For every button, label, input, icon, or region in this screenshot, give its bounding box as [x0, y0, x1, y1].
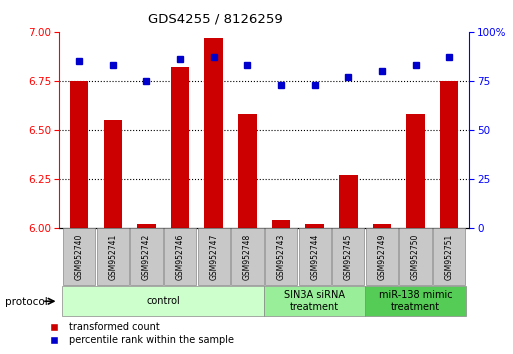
Legend: transformed count, percentile rank within the sample: transformed count, percentile rank withi… — [41, 319, 238, 349]
Text: GSM952740: GSM952740 — [75, 233, 84, 280]
Text: GSM952744: GSM952744 — [310, 233, 319, 280]
Bar — [205, 38, 223, 228]
Text: miR-138 mimic
treatment: miR-138 mimic treatment — [379, 290, 452, 312]
Bar — [305, 224, 324, 228]
Bar — [104, 120, 122, 228]
FancyBboxPatch shape — [365, 286, 466, 316]
Text: SIN3A siRNA
treatment: SIN3A siRNA treatment — [284, 290, 345, 312]
Bar — [372, 224, 391, 228]
Text: GSM952742: GSM952742 — [142, 234, 151, 280]
Bar — [238, 114, 256, 228]
Text: GSM952745: GSM952745 — [344, 233, 353, 280]
Text: protocol: protocol — [5, 297, 48, 307]
Bar — [339, 175, 358, 228]
Bar — [137, 224, 156, 228]
Text: GSM952741: GSM952741 — [108, 234, 117, 280]
Text: control: control — [146, 296, 180, 306]
Text: GDS4255 / 8126259: GDS4255 / 8126259 — [148, 12, 283, 25]
FancyBboxPatch shape — [433, 228, 465, 285]
FancyBboxPatch shape — [265, 228, 297, 285]
Bar — [272, 221, 290, 228]
FancyBboxPatch shape — [198, 228, 230, 285]
FancyBboxPatch shape — [63, 228, 95, 285]
FancyBboxPatch shape — [400, 228, 432, 285]
Bar — [440, 81, 459, 228]
FancyBboxPatch shape — [264, 286, 365, 316]
Text: GSM952749: GSM952749 — [378, 233, 386, 280]
FancyBboxPatch shape — [63, 286, 264, 316]
FancyBboxPatch shape — [299, 228, 331, 285]
FancyBboxPatch shape — [231, 228, 264, 285]
Text: GSM952747: GSM952747 — [209, 233, 218, 280]
FancyBboxPatch shape — [366, 228, 398, 285]
Text: GSM952748: GSM952748 — [243, 234, 252, 280]
FancyBboxPatch shape — [130, 228, 163, 285]
Text: GSM952751: GSM952751 — [445, 234, 453, 280]
Bar — [406, 114, 425, 228]
FancyBboxPatch shape — [96, 228, 129, 285]
FancyBboxPatch shape — [332, 228, 364, 285]
Bar — [171, 67, 189, 228]
Text: GSM952743: GSM952743 — [277, 233, 286, 280]
FancyBboxPatch shape — [164, 228, 196, 285]
Bar — [70, 81, 88, 228]
Text: GSM952746: GSM952746 — [175, 233, 185, 280]
Text: GSM952750: GSM952750 — [411, 233, 420, 280]
